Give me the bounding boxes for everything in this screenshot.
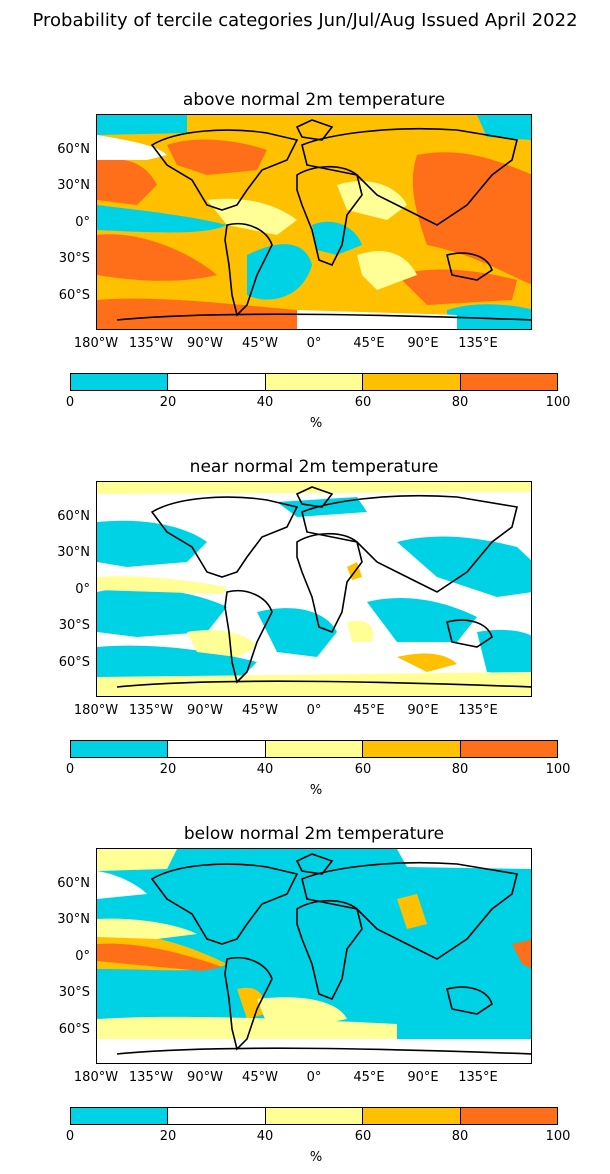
lat-label-60s: 60°S bbox=[58, 288, 90, 303]
colorbar-tick: 60 bbox=[354, 1129, 372, 1144]
colorbar-segment-80-100 bbox=[459, 1108, 558, 1124]
lon-label-180w: 180°W bbox=[73, 1070, 119, 1085]
lon-label-45w: 45°W bbox=[242, 1070, 278, 1085]
lon-label-135e: 135°E bbox=[458, 703, 498, 718]
lon-label-45e: 45°E bbox=[353, 1070, 385, 1085]
colorbar-tick: 60 bbox=[354, 762, 372, 777]
colorbar-segment-0-20 bbox=[71, 1108, 168, 1124]
lat-label-60s: 60°S bbox=[58, 1022, 90, 1037]
colorbar-segment-80-100 bbox=[459, 741, 558, 757]
lat-label-60n: 60°N bbox=[57, 142, 90, 157]
lon-label-0: 0° bbox=[306, 1070, 322, 1085]
lat-label-60n: 60°N bbox=[57, 509, 90, 524]
lon-label-0: 0° bbox=[306, 336, 322, 351]
colorbar-segment-60-80 bbox=[362, 1108, 460, 1124]
colorbar-unit: % bbox=[309, 416, 323, 431]
lon-label-180w: 180°W bbox=[73, 703, 119, 718]
colorbar-tick: 100 bbox=[545, 395, 571, 410]
colorbar-tick: 40 bbox=[256, 395, 274, 410]
colorbar-segment-60-80 bbox=[362, 741, 460, 757]
colorbar-tick: 60 bbox=[354, 395, 372, 410]
colorbar-tick: 0 bbox=[65, 1129, 75, 1144]
colorbar-segment-40-60 bbox=[264, 1108, 363, 1124]
colorbar-segment-40-60 bbox=[264, 741, 363, 757]
lon-label-45e: 45°E bbox=[353, 336, 385, 351]
colorbar-segment-60-80 bbox=[362, 374, 460, 390]
lon-label-135w: 135°W bbox=[128, 1070, 174, 1085]
colorbar-below-normal bbox=[70, 1107, 558, 1125]
map-near-normal bbox=[96, 481, 532, 697]
panel-title-below-normal: below normal 2m temperature bbox=[183, 824, 445, 844]
colorbar-tick: 20 bbox=[159, 395, 177, 410]
colorbar-tick: 40 bbox=[256, 762, 274, 777]
lat-label-30n: 30°N bbox=[57, 912, 90, 927]
lat-label-60n: 60°N bbox=[57, 876, 90, 891]
lon-label-90e: 90°E bbox=[407, 336, 439, 351]
lat-label-30s: 30°S bbox=[58, 618, 90, 633]
colorbar-segment-0-20 bbox=[71, 741, 168, 757]
colorbar-tick: 0 bbox=[65, 762, 75, 777]
colorbar-tick: 100 bbox=[545, 1129, 571, 1144]
lat-label-0: 0° bbox=[75, 949, 90, 964]
panel-title-near-normal: near normal 2m temperature bbox=[189, 457, 439, 477]
colorbar-tick: 40 bbox=[256, 1129, 274, 1144]
colorbar-tick: 80 bbox=[451, 1129, 469, 1144]
lon-label-90e: 90°E bbox=[407, 1070, 439, 1085]
lon-label-0: 0° bbox=[306, 703, 322, 718]
lon-label-45e: 45°E bbox=[353, 703, 385, 718]
colorbar-unit: % bbox=[309, 783, 323, 798]
colorbar-unit: % bbox=[309, 1150, 323, 1165]
lon-label-135w: 135°W bbox=[128, 703, 174, 718]
colorbar-segment-20-40 bbox=[167, 1108, 265, 1124]
lon-label-90w: 90°W bbox=[187, 1070, 223, 1085]
map-below-normal bbox=[96, 848, 532, 1064]
colorbar-tick: 20 bbox=[159, 1129, 177, 1144]
lat-label-30s: 30°S bbox=[58, 251, 90, 266]
lon-label-90w: 90°W bbox=[187, 703, 223, 718]
colorbar-tick: 80 bbox=[451, 395, 469, 410]
lat-label-0: 0° bbox=[75, 582, 90, 597]
lon-label-180w: 180°W bbox=[73, 336, 119, 351]
colorbar-tick: 0 bbox=[65, 395, 75, 410]
lat-label-30s: 30°S bbox=[58, 985, 90, 1000]
lon-label-90w: 90°W bbox=[187, 336, 223, 351]
colorbar-segment-0-20 bbox=[71, 374, 168, 390]
lon-label-135e: 135°E bbox=[458, 336, 498, 351]
panel-title-above-normal: above normal 2m temperature bbox=[182, 90, 446, 110]
colorbar-segment-20-40 bbox=[167, 741, 265, 757]
colorbar-segment-40-60 bbox=[264, 374, 363, 390]
lon-label-135e: 135°E bbox=[458, 1070, 498, 1085]
lat-label-0: 0° bbox=[75, 215, 90, 230]
colorbar-near-normal bbox=[70, 740, 558, 758]
lat-label-30n: 30°N bbox=[57, 178, 90, 193]
map-above-normal bbox=[96, 114, 532, 330]
lon-label-90e: 90°E bbox=[407, 703, 439, 718]
lon-label-135w: 135°W bbox=[128, 336, 174, 351]
lat-label-60s: 60°S bbox=[58, 655, 90, 670]
lat-label-30n: 30°N bbox=[57, 545, 90, 560]
colorbar-tick: 20 bbox=[159, 762, 177, 777]
colorbar-segment-80-100 bbox=[459, 374, 558, 390]
colorbar-tick: 80 bbox=[451, 762, 469, 777]
colorbar-above-normal bbox=[70, 373, 558, 391]
lon-label-45w: 45°W bbox=[242, 336, 278, 351]
colorbar-segment-20-40 bbox=[167, 374, 265, 390]
lon-label-45w: 45°W bbox=[242, 703, 278, 718]
figure-title: Probability of tercile categories Jun/Ju… bbox=[32, 10, 578, 31]
colorbar-tick: 100 bbox=[545, 762, 571, 777]
